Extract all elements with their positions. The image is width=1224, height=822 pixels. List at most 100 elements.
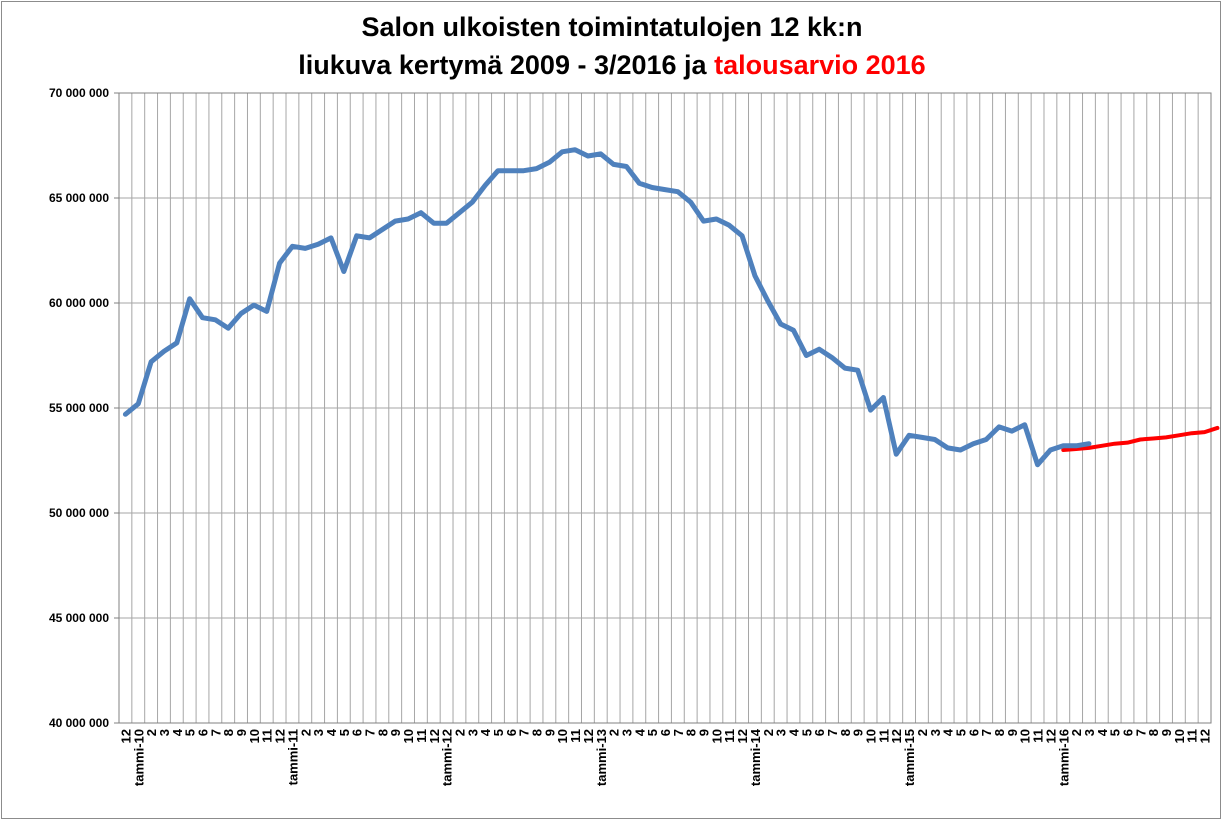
x-tick-label: 6: [812, 729, 827, 736]
x-tick-label: 12: [1043, 729, 1058, 743]
x-tick-label: 5: [799, 729, 814, 736]
x-tick-label: 11: [876, 729, 891, 743]
x-tick-label: 2: [915, 729, 930, 736]
x-tick-label: 10: [401, 729, 416, 743]
y-tick-label: 55 000 000: [49, 401, 109, 415]
x-tick-label: 3: [465, 729, 480, 736]
x-tick-label: 3: [1082, 729, 1097, 736]
x-tick-label: 6: [966, 729, 981, 736]
x-tick-label: 7: [208, 729, 223, 736]
x-tick-label: 10: [1172, 729, 1187, 743]
x-tick-label: 10: [247, 729, 262, 743]
y-tick-label: 45 000 000: [49, 611, 109, 625]
x-tick-label: 11: [568, 729, 583, 743]
x-tick-label: 3: [774, 729, 789, 736]
x-tick-label: 5: [491, 729, 506, 736]
x-tick-label: 10: [555, 729, 570, 743]
x-tick-label: 10: [1018, 729, 1033, 743]
x-tick-label: tammi-13: [594, 729, 609, 786]
x-tick-label: 3: [311, 729, 326, 736]
y-tick-label: 70 000 000: [49, 86, 109, 100]
x-tick-label: 7: [825, 729, 840, 736]
x-tick-label: 2: [298, 729, 313, 736]
x-tick-label: 5: [183, 729, 198, 736]
x-tick-label: 6: [504, 729, 519, 736]
x-tick-label: 12: [118, 729, 133, 743]
x-tick-label: 10: [709, 729, 724, 743]
x-tick-label: 12: [735, 729, 750, 743]
x-tick-label: 5: [645, 729, 660, 736]
x-tick-label: 6: [658, 729, 673, 736]
y-tick-label: 40 000 000: [49, 716, 109, 730]
x-tick-label: 7: [671, 729, 686, 736]
x-tick-label: 7: [517, 729, 532, 736]
x-tick-label: 11: [1031, 729, 1046, 743]
x-tick-label: 2: [452, 729, 467, 736]
x-tick-label: 4: [632, 728, 647, 736]
y-tick-label: 50 000 000: [49, 506, 109, 520]
x-tick-label: 4: [324, 728, 339, 736]
x-tick-label: 3: [619, 729, 634, 736]
x-tick-label: 10: [864, 729, 879, 743]
x-tick-label: 8: [221, 729, 236, 736]
x-tick-label: 4: [478, 728, 493, 736]
x-tick-label: tammi-10: [131, 729, 146, 786]
x-tick-label: 4: [1095, 728, 1110, 736]
y-tick-label: 65 000 000: [49, 191, 109, 205]
budget-series-line: [1061, 425, 1220, 452]
x-tick-label: 8: [375, 729, 390, 736]
x-tick-label: 6: [350, 729, 365, 736]
x-tick-label: 5: [337, 729, 352, 736]
x-tick-label: 12: [273, 729, 288, 743]
x-tick-label: 9: [1005, 729, 1020, 736]
x-tick-label: 4: [170, 728, 185, 736]
x-tick-label: 5: [1108, 729, 1123, 736]
x-tick-label: 9: [542, 729, 557, 736]
actual-series-line: [122, 147, 1092, 468]
x-tick-label: 12: [581, 729, 596, 743]
x-tick-label: tammi-16: [1056, 729, 1071, 786]
chart-title-line-2: liukuva kertymä 2009 - 3/2016 ja talousa…: [298, 50, 926, 80]
x-tick-label: 7: [979, 729, 994, 736]
x-tick-label: 9: [851, 729, 866, 736]
x-tick-label: 12: [1198, 729, 1213, 743]
x-tick-label: 11: [414, 729, 429, 743]
x-tick-label: 2: [1069, 729, 1084, 736]
x-tick-label: 11: [1185, 729, 1200, 743]
x-tick-label: 11: [722, 729, 737, 743]
x-tick-label: 7: [363, 729, 378, 736]
x-tick-label: tammi-12: [440, 729, 455, 786]
y-tick-label: 60 000 000: [49, 296, 109, 310]
chart-title-line-1: Salon ulkoisten toimintatulojen 12 kk:n: [361, 12, 863, 42]
x-tick-label: 9: [1159, 729, 1174, 736]
plot-area-border: [118, 92, 1212, 724]
x-tick-label: 6: [1120, 729, 1135, 736]
x-tick-label: 8: [1146, 729, 1161, 736]
x-tick-label: 2: [607, 729, 622, 736]
x-tick-label: 7: [1133, 729, 1148, 736]
x-tick-label: 9: [234, 729, 249, 736]
x-tick-label: 4: [941, 728, 956, 736]
x-tick-label: 9: [388, 729, 403, 736]
x-tick-label: 12: [427, 729, 442, 743]
chart-title-budget-text: talousarvio 2016: [714, 50, 926, 80]
x-tick-label: 3: [928, 729, 943, 736]
x-tick-label: 8: [838, 729, 853, 736]
x-tick-label: 6: [196, 729, 211, 736]
x-tick-label: tammi-15: [902, 729, 917, 786]
x-tick-label: 8: [530, 729, 545, 736]
x-tick-label: 8: [684, 729, 699, 736]
x-tick-label: 2: [761, 729, 776, 736]
x-tick-label: 4: [786, 728, 801, 736]
x-tick-label: 5: [953, 729, 968, 736]
x-tick-label: 3: [157, 729, 172, 736]
x-tick-label: 9: [697, 729, 712, 736]
x-tick-label: tammi-14: [748, 728, 763, 786]
x-tick-label: 12: [889, 729, 904, 743]
x-tick-label: tammi-11: [285, 729, 300, 785]
x-tick-label: 11: [260, 729, 275, 743]
x-tick-label: 8: [992, 729, 1007, 736]
x-tick-label: 2: [144, 729, 159, 736]
